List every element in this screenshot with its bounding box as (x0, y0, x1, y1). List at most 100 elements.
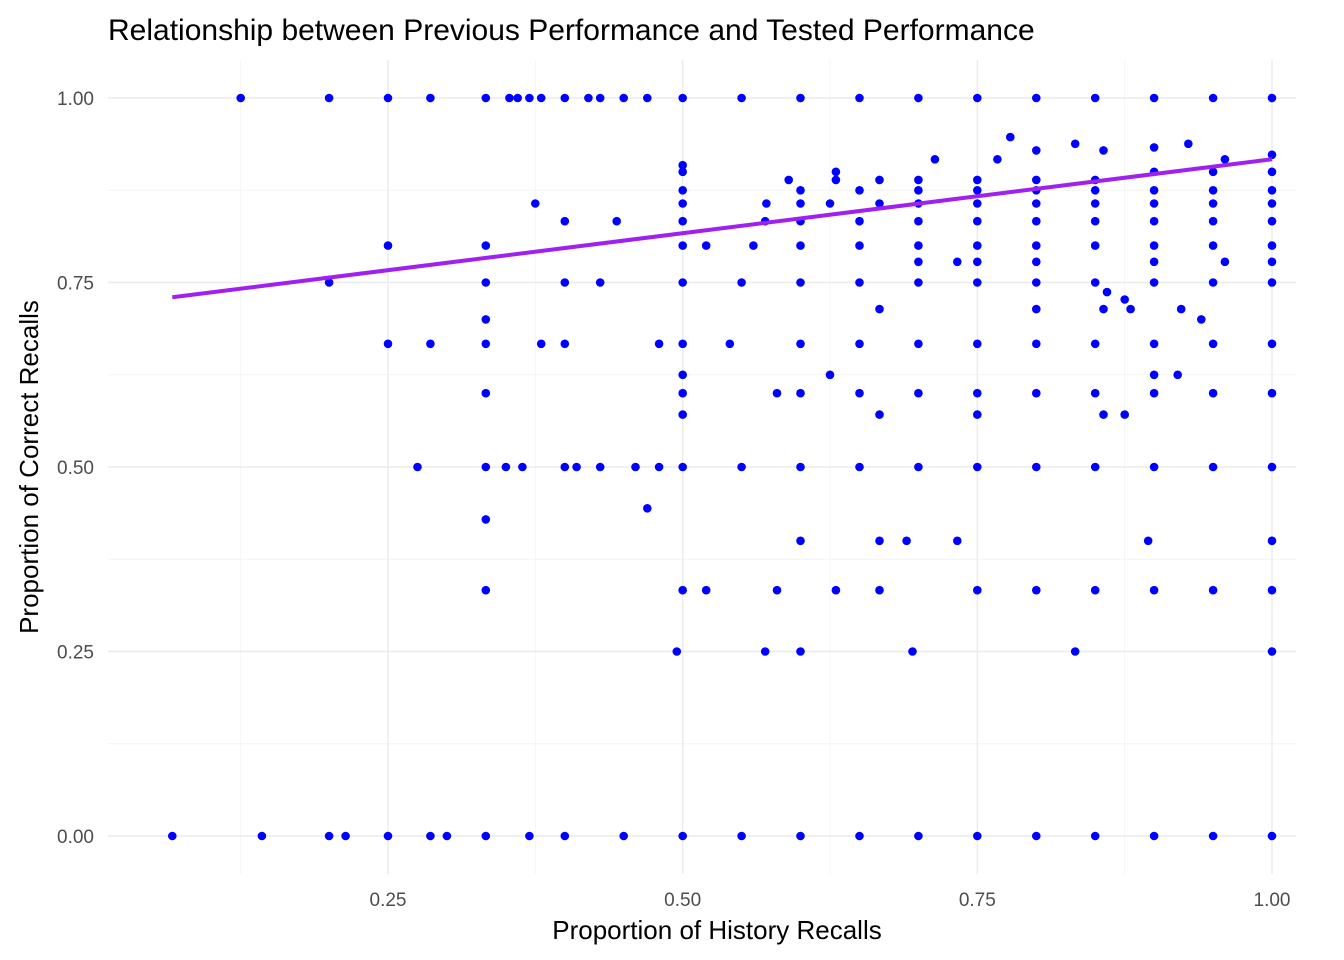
data-point (973, 175, 982, 185)
data-point (831, 585, 841, 595)
y-tick-label: 0.25 (57, 643, 94, 664)
data-point (531, 199, 540, 208)
data-point (875, 175, 884, 185)
data-point (1090, 199, 1100, 208)
data-point (875, 199, 884, 208)
data-point (973, 257, 982, 267)
data-point (855, 831, 864, 841)
data-point (1032, 388, 1041, 398)
data-point (595, 462, 605, 472)
data-point (584, 93, 593, 103)
data-point (1032, 339, 1041, 349)
data-point (1032, 175, 1041, 185)
data-point (855, 241, 864, 250)
data-point (701, 241, 711, 250)
data-point (1267, 585, 1277, 595)
data-point (784, 175, 793, 185)
data-point (796, 93, 805, 103)
data-point (1208, 278, 1218, 287)
y-tick-label: 1.00 (57, 89, 94, 110)
data-point (1032, 462, 1041, 472)
data-point (1099, 410, 1108, 419)
data-point (1149, 257, 1159, 267)
data-point (505, 93, 514, 103)
data-point (902, 536, 911, 546)
data-point (383, 241, 393, 250)
data-point (383, 93, 393, 103)
data-point (737, 462, 746, 472)
data-point (973, 410, 982, 419)
data-point (796, 536, 805, 546)
data-point (1120, 295, 1129, 304)
data-point (973, 241, 982, 250)
data-point (1208, 339, 1218, 349)
data-point (1208, 462, 1218, 472)
data-point (1208, 199, 1218, 208)
data-point (1032, 199, 1041, 208)
data-point (914, 831, 923, 841)
data-point (796, 199, 805, 208)
data-point (513, 93, 522, 103)
data-point (678, 370, 687, 380)
data-point (678, 199, 687, 208)
data-point (914, 257, 923, 267)
chart-title: Relationship between Previous Performanc… (108, 14, 1035, 47)
data-point (1208, 241, 1218, 250)
data-point (914, 462, 923, 472)
data-point (973, 93, 982, 103)
data-point (914, 278, 923, 287)
data-point (678, 339, 687, 349)
data-point (518, 462, 527, 472)
data-point (1090, 216, 1100, 226)
data-point (855, 462, 864, 472)
data-point (1149, 339, 1159, 349)
data-point (1208, 388, 1218, 398)
data-point (1267, 278, 1277, 287)
data-point (678, 93, 687, 103)
data-point (973, 199, 982, 208)
data-point (855, 93, 864, 103)
data-point (762, 199, 771, 208)
data-point (796, 241, 805, 250)
data-point (678, 160, 687, 170)
data-point (1149, 585, 1159, 595)
data-point (678, 410, 687, 419)
data-point (1149, 462, 1159, 472)
y-axis-title: Proportion of Correct Recalls (14, 300, 44, 634)
data-point (914, 175, 923, 185)
data-point (973, 831, 982, 841)
data-point (993, 155, 1002, 164)
x-tick-label: 0.50 (664, 890, 701, 911)
data-point (973, 216, 982, 226)
data-point (1126, 304, 1135, 314)
data-point (1006, 132, 1015, 142)
data-point (560, 93, 570, 103)
y-tick-labels: 0.00 0.25 0.50 0.75 1.00 (57, 89, 94, 848)
data-point (855, 339, 864, 349)
data-point (481, 315, 491, 324)
data-point (737, 278, 746, 287)
x-tick-label: 0.75 (959, 890, 996, 911)
y-tick-label: 0.50 (57, 458, 94, 479)
data-point (413, 462, 422, 472)
data-point (572, 462, 581, 472)
data-point (953, 257, 962, 267)
data-point (1099, 304, 1108, 314)
data-point (1070, 139, 1080, 149)
data-point (914, 388, 923, 398)
data-point (1208, 216, 1218, 226)
data-point (1267, 241, 1277, 250)
data-point (1184, 139, 1193, 149)
data-point (953, 536, 962, 546)
data-point (1149, 216, 1159, 226)
data-point (875, 410, 884, 419)
data-point (481, 515, 491, 524)
data-point (560, 278, 570, 287)
data-point (672, 647, 682, 656)
data-point (595, 278, 605, 287)
data-point (1120, 410, 1129, 419)
data-point (1267, 186, 1277, 195)
data-point (560, 216, 570, 226)
data-point (1099, 146, 1108, 155)
data-point (1197, 315, 1206, 324)
